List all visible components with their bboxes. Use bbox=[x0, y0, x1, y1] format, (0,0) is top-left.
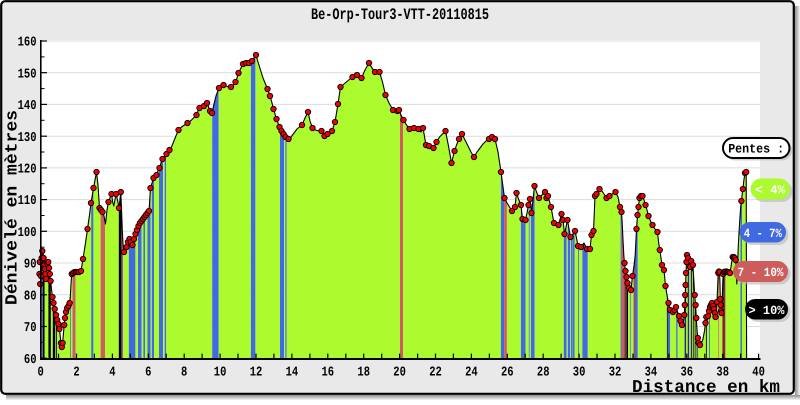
svg-text:10: 10 bbox=[214, 365, 227, 380]
svg-text:Dénivelé en mètres: Dénivelé en mètres bbox=[4, 110, 23, 305]
svg-text:2: 2 bbox=[73, 365, 79, 380]
svg-text:20: 20 bbox=[393, 365, 406, 380]
svg-text:Pentes :: Pentes : bbox=[728, 142, 784, 157]
svg-text:26: 26 bbox=[501, 365, 514, 380]
svg-text:70: 70 bbox=[24, 321, 37, 336]
svg-text:36: 36 bbox=[681, 365, 694, 380]
svg-text:32: 32 bbox=[609, 365, 622, 380]
svg-text:38: 38 bbox=[716, 365, 729, 380]
svg-text:4: 4 bbox=[109, 365, 115, 380]
svg-text:14: 14 bbox=[286, 365, 299, 380]
svg-text:24: 24 bbox=[465, 365, 478, 380]
svg-text:< 4%: < 4% bbox=[755, 184, 785, 198]
svg-text:110: 110 bbox=[18, 194, 37, 209]
svg-text:140: 140 bbox=[18, 99, 37, 114]
svg-text:7 - 10%: 7 - 10% bbox=[738, 266, 784, 280]
svg-text:> 10%: > 10% bbox=[749, 304, 785, 318]
svg-text:120: 120 bbox=[18, 163, 37, 178]
svg-text:16: 16 bbox=[322, 365, 335, 380]
svg-text:60: 60 bbox=[24, 353, 37, 368]
svg-text:18: 18 bbox=[357, 365, 370, 380]
svg-text:28: 28 bbox=[537, 365, 550, 380]
svg-text:6: 6 bbox=[145, 365, 151, 380]
svg-text:40: 40 bbox=[752, 365, 765, 380]
svg-text:90: 90 bbox=[24, 258, 37, 273]
svg-text:8: 8 bbox=[181, 365, 187, 380]
svg-text:130: 130 bbox=[18, 131, 37, 146]
svg-text:Distance en km: Distance en km bbox=[632, 378, 780, 398]
svg-text:12: 12 bbox=[250, 365, 263, 380]
svg-text:160: 160 bbox=[18, 36, 37, 51]
svg-text:34: 34 bbox=[645, 365, 658, 380]
svg-text:Be-Orp-Tour3-VTT-20110815: Be-Orp-Tour3-VTT-20110815 bbox=[311, 6, 489, 24]
svg-text:80: 80 bbox=[24, 289, 37, 304]
svg-text:22: 22 bbox=[429, 365, 442, 380]
svg-text:150: 150 bbox=[18, 67, 37, 82]
svg-text:30: 30 bbox=[573, 365, 586, 380]
svg-text:100: 100 bbox=[18, 226, 37, 241]
svg-text:4 - 7%: 4 - 7% bbox=[744, 227, 782, 241]
svg-text:0: 0 bbox=[37, 365, 43, 380]
